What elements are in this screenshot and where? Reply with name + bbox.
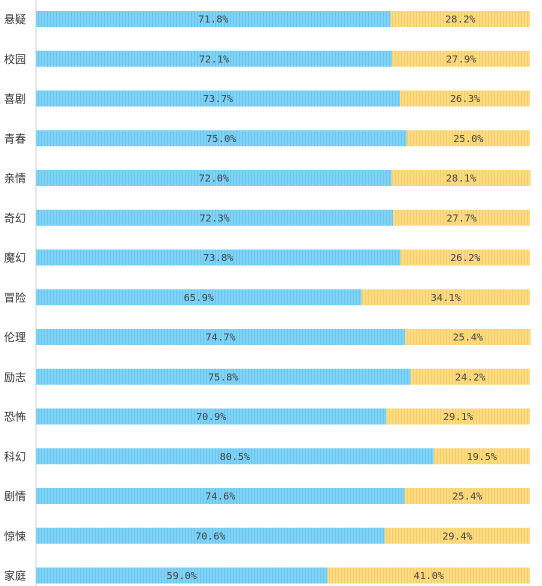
value-label: 70.6% [195,531,225,542]
value-label: 25.4% [453,333,483,344]
value-label: 29.1% [443,412,473,423]
bar-segment-secondary[interactable] [386,408,530,425]
bar-segment-secondary[interactable] [400,90,530,107]
value-label: 71.8% [198,15,228,26]
bar-segment-secondary[interactable] [393,209,530,226]
value-label: 25.0% [453,134,483,145]
bar-segment-primary[interactable] [36,209,394,226]
category-label: 家庭 [4,569,26,583]
category-label: 惊悚 [4,529,26,543]
value-label: 27.7% [447,213,477,224]
bar-segment-primary[interactable] [36,448,434,465]
bar-segment-primary[interactable] [36,90,401,107]
value-label: 72.1% [199,54,229,65]
category-label: 励志 [4,371,26,384]
value-label: 80.5% [220,452,250,463]
bar-row: 剧情 74.6% 25.4% [4,488,530,504]
category-label: 魔幻 [4,251,26,265]
category-label: 校园 [4,52,26,66]
value-label: 27.9% [446,54,476,65]
bar-segment-primary[interactable] [36,488,405,504]
value-label: 25.4% [452,492,482,503]
value-label: 72.0% [199,174,229,185]
bar-segment-secondary[interactable] [384,527,530,544]
bar-segment-secondary[interactable] [390,11,530,27]
value-label: 26.2% [450,253,480,264]
bar-row: 奇幻 72.3% 27.7% [4,209,530,226]
value-label: 75.0% [206,134,236,145]
bar-segment-primary[interactable] [36,567,328,584]
bar-segment-primary[interactable] [36,289,362,306]
value-label: 28.2% [445,15,475,26]
bar-row: 恐怖 70.9% 29.1% [4,408,530,425]
bar-row: 励志 75.8% 24.2% [4,368,530,385]
category-label: 冒险 [4,290,26,304]
bar-row: 伦理 74.7% 25.4% [4,329,531,345]
value-label: 73.7% [203,94,233,105]
category-label: 青春 [4,132,26,145]
bar-segment-primary[interactable] [36,170,392,186]
value-label: 28.1% [446,174,476,185]
bar-row: 科幻 80.5% 19.5% [4,448,530,465]
bar-segment-primary[interactable] [36,329,406,345]
value-label: 19.5% [467,452,497,463]
bar-row: 家庭 59.0% 41.0% [4,567,530,584]
value-label: 29.4% [442,531,472,542]
value-label: 24.2% [455,372,485,383]
bar-segment-primary[interactable] [36,249,401,266]
bars-group: 悬疑 71.8% 28.2% 校园 72.1% 27.9% 喜剧 73.7% 26.3% 青春 75… [4,11,531,584]
bar-row: 悬疑 71.8% 28.2% [4,11,530,27]
bar-segment-secondary[interactable] [391,170,531,186]
bar-segment-secondary[interactable] [410,368,530,385]
value-label: 34.1% [431,293,461,304]
bar-segment-secondary[interactable] [433,448,530,465]
category-label: 科幻 [4,449,26,463]
value-label: 72.3% [200,213,230,224]
bar-row: 惊悚 70.6% 29.4% [4,527,530,544]
bar-row: 魔幻 73.8% 26.2% [4,249,530,266]
bar-segment-primary[interactable] [36,368,411,385]
bar-segment-primary[interactable] [36,130,407,147]
bar-segment-primary[interactable] [36,11,391,27]
bar-segment-secondary[interactable] [392,50,530,67]
bar-segment-secondary[interactable] [405,329,531,345]
bar-segment-secondary[interactable] [406,130,531,147]
category-label: 恐怖 [4,410,26,424]
bar-segment-secondary[interactable] [361,289,530,306]
value-label: 26.3% [450,94,480,105]
bar-segment-primary[interactable] [36,50,393,67]
value-label: 74.7% [205,333,235,344]
category-label: 奇幻 [4,212,26,225]
value-label: 65.9% [184,293,214,304]
value-label: 73.8% [203,253,233,264]
value-label: 74.6% [205,492,235,503]
value-label: 70.9% [196,412,226,423]
bar-segment-secondary[interactable] [404,488,530,504]
category-label: 喜剧 [4,93,26,106]
bar-segment-secondary[interactable] [327,567,530,584]
bar-row: 青春 75.0% 25.0% [4,130,531,147]
value-label: 41.0% [414,571,444,582]
bar-row: 校园 72.1% 27.9% [4,50,530,67]
bar-segment-primary[interactable] [36,527,385,544]
bar-segment-secondary[interactable] [400,249,530,266]
bar-segment-primary[interactable] [36,408,387,425]
value-label: 75.8% [208,372,238,383]
bar-row: 喜剧 73.7% 26.3% [4,90,530,107]
bar-row: 冒险 65.9% 34.1% [4,289,530,306]
category-label: 亲情 [4,171,26,185]
bar-row: 亲情 72.0% 28.1% [4,170,531,186]
value-label: 59.0% [167,571,197,582]
category-label: 伦理 [4,330,26,344]
category-label: 剧情 [4,490,26,503]
category-label: 悬疑 [4,13,26,26]
